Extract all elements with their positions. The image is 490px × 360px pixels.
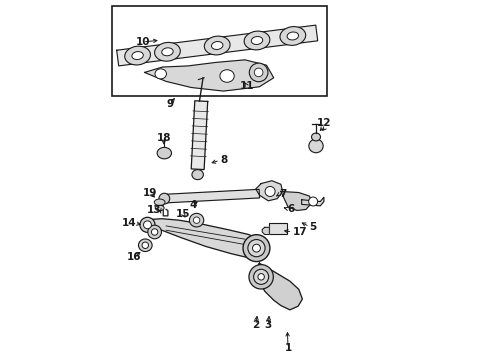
Ellipse shape xyxy=(154,199,165,206)
Ellipse shape xyxy=(190,213,204,227)
Ellipse shape xyxy=(140,217,155,232)
Bar xyxy=(112,6,327,96)
Polygon shape xyxy=(281,192,311,211)
Ellipse shape xyxy=(155,205,164,211)
Ellipse shape xyxy=(265,186,275,197)
Ellipse shape xyxy=(248,239,265,257)
Text: 6: 6 xyxy=(287,204,294,214)
Ellipse shape xyxy=(132,51,143,59)
Ellipse shape xyxy=(244,31,270,50)
Polygon shape xyxy=(262,227,270,234)
Ellipse shape xyxy=(252,244,260,252)
Ellipse shape xyxy=(212,41,223,49)
Polygon shape xyxy=(302,197,324,206)
Text: 3: 3 xyxy=(265,320,272,330)
Ellipse shape xyxy=(258,274,265,280)
Text: 2: 2 xyxy=(252,320,259,330)
Ellipse shape xyxy=(243,235,270,262)
Text: 8: 8 xyxy=(220,155,227,165)
Text: 4: 4 xyxy=(189,200,196,210)
Text: 11: 11 xyxy=(240,81,254,91)
Ellipse shape xyxy=(312,133,320,141)
Text: 7: 7 xyxy=(279,189,287,199)
Text: 5: 5 xyxy=(310,222,317,231)
Ellipse shape xyxy=(162,48,173,56)
Text: 15: 15 xyxy=(176,209,191,219)
Ellipse shape xyxy=(251,36,263,45)
Ellipse shape xyxy=(249,63,268,82)
Ellipse shape xyxy=(154,42,180,61)
Text: 14: 14 xyxy=(122,218,137,228)
Polygon shape xyxy=(145,219,269,258)
Polygon shape xyxy=(256,181,283,201)
Ellipse shape xyxy=(254,269,269,284)
Ellipse shape xyxy=(192,170,203,180)
Ellipse shape xyxy=(254,68,263,77)
Ellipse shape xyxy=(125,46,150,65)
Ellipse shape xyxy=(157,147,171,159)
Ellipse shape xyxy=(144,221,151,229)
Text: 13: 13 xyxy=(147,206,162,216)
Polygon shape xyxy=(145,60,274,91)
Ellipse shape xyxy=(287,32,298,40)
Polygon shape xyxy=(191,101,208,170)
Ellipse shape xyxy=(280,27,306,45)
Text: 19: 19 xyxy=(143,188,157,198)
Ellipse shape xyxy=(148,225,161,239)
Text: 18: 18 xyxy=(156,133,171,143)
Ellipse shape xyxy=(309,197,318,206)
Ellipse shape xyxy=(252,66,265,79)
Text: 12: 12 xyxy=(317,118,331,128)
Polygon shape xyxy=(117,25,318,66)
Text: 16: 16 xyxy=(127,252,142,262)
Ellipse shape xyxy=(159,193,170,204)
Polygon shape xyxy=(164,189,260,203)
Ellipse shape xyxy=(194,217,200,224)
Text: 10: 10 xyxy=(136,37,150,47)
Ellipse shape xyxy=(142,242,148,248)
Ellipse shape xyxy=(139,239,152,252)
Ellipse shape xyxy=(151,229,158,235)
Text: 9: 9 xyxy=(166,99,173,109)
Ellipse shape xyxy=(204,36,230,55)
Polygon shape xyxy=(256,263,302,310)
Bar xyxy=(270,223,287,234)
Text: 1: 1 xyxy=(284,343,292,353)
Ellipse shape xyxy=(249,265,273,289)
Ellipse shape xyxy=(155,69,167,79)
Ellipse shape xyxy=(309,139,323,153)
Text: 17: 17 xyxy=(293,227,307,237)
Ellipse shape xyxy=(220,70,234,82)
